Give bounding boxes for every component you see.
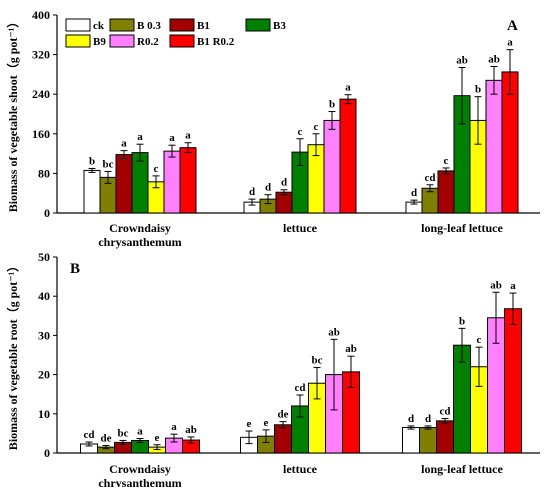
- shoot-biomass-panel: 0 80 160 240 320 400 Biomass of vegetable shoo…: [5, 8, 540, 249]
- bar: [436, 420, 454, 454]
- significance-letter: d: [281, 177, 287, 189]
- significance-letter: b: [459, 315, 465, 327]
- significance-letter: a: [185, 130, 191, 142]
- category-label: Crowndaisy chrysanthemum: [98, 221, 181, 249]
- legend-label: B9: [93, 36, 106, 48]
- significance-letter: d: [411, 187, 417, 199]
- y-axis-label: Biomass of vegetable root（g pot⁻¹）: [5, 260, 20, 450]
- significance-letter: de: [101, 433, 112, 445]
- y-tick-label: 400: [32, 8, 50, 22]
- significance-letter: ab: [185, 424, 197, 436]
- significance-letter: c: [298, 126, 303, 138]
- category-label: lettuce: [283, 462, 318, 476]
- significance-letter: b: [89, 155, 95, 167]
- significance-letter: cd: [425, 172, 436, 184]
- bar: [419, 427, 437, 454]
- category-label: long-leaf lettuce: [421, 462, 503, 476]
- legend-label: R0.2: [137, 36, 159, 48]
- significance-letter: e: [247, 418, 252, 430]
- root-biomass-panel: 0 10 20 30 40 50 Biomass of vegetable root（g p…: [5, 250, 540, 490]
- legend-swatch: [169, 34, 195, 48]
- significance-letter: bc: [103, 158, 114, 170]
- bar: [402, 427, 420, 454]
- significance-letter: ab: [345, 343, 357, 355]
- legend-swatch: [65, 34, 91, 48]
- category-label: long-leaf lettuce: [421, 221, 503, 235]
- significance-letter: d: [425, 413, 431, 425]
- significance-letter: a: [510, 280, 516, 292]
- y-tick-label: 0: [44, 446, 50, 460]
- significance-letter: e: [264, 417, 269, 429]
- category-label: Crowndaisy chrysanthemum: [98, 462, 181, 487]
- significance-letter: a: [345, 82, 351, 94]
- y-tick-label: 80: [38, 166, 50, 180]
- legend-label: B3: [273, 20, 286, 32]
- bar: [83, 169, 101, 214]
- significance-letter: a: [137, 425, 143, 437]
- significance-letter: a: [121, 138, 127, 150]
- significance-letter: d: [249, 186, 255, 198]
- legend: ck B 0.3 B1 B3 B9 R0.2 B1 R0.2: [65, 18, 286, 48]
- significance-letter: cd: [440, 406, 451, 418]
- y-tick-label: 40: [38, 289, 50, 303]
- y-tick-label: 0: [44, 206, 50, 220]
- significance-letter: c: [314, 121, 319, 133]
- legend-label: B1: [197, 20, 210, 32]
- significance-letter: d: [408, 413, 414, 425]
- bar: [275, 191, 293, 214]
- significance-letter: c: [444, 155, 449, 167]
- bar: [437, 170, 455, 214]
- bar: [115, 154, 133, 214]
- legend-swatch: [109, 34, 135, 48]
- legend-swatch: [65, 18, 91, 32]
- significance-letter: bc: [312, 355, 323, 367]
- bar: [323, 119, 341, 214]
- legend-label: ck: [93, 20, 105, 32]
- significance-letter: a: [137, 131, 143, 143]
- significance-letter: c: [477, 334, 482, 346]
- significance-letter: a: [171, 421, 177, 433]
- y-tick-label: 160: [32, 127, 50, 141]
- significance-letter: bc: [118, 427, 129, 439]
- legend-label: B1 R0.2: [197, 36, 235, 48]
- significance-letter: cd: [295, 382, 306, 394]
- bar: [339, 98, 357, 214]
- y-tick-label: 30: [38, 328, 50, 342]
- significance-letter: a: [507, 37, 513, 49]
- y-tick-label: 10: [38, 407, 50, 421]
- y-axis-label: Biomass of vegetable shoot（g pot⁻¹）: [5, 16, 20, 213]
- y-tick-label: 320: [32, 48, 50, 62]
- bar: [131, 152, 149, 214]
- y-tick-label: 240: [32, 87, 50, 101]
- panel-label: B: [70, 261, 80, 277]
- category-label: lettuce: [283, 221, 318, 235]
- y-tick-label: 20: [38, 368, 50, 382]
- significance-letter: ab: [490, 279, 502, 291]
- panel-label: A: [507, 18, 518, 34]
- legend-label: B 0.3: [137, 20, 161, 32]
- legend-swatch: [169, 18, 195, 32]
- significance-letter: ab: [328, 326, 340, 338]
- bar: [485, 79, 503, 214]
- significance-letter: b: [329, 99, 335, 111]
- bar: [504, 308, 522, 454]
- significance-letter: ab: [488, 53, 500, 65]
- y-tick-label: 50: [38, 250, 50, 264]
- significance-letter: b: [475, 84, 481, 96]
- significance-letter: e: [155, 432, 160, 444]
- significance-letter: ab: [456, 54, 468, 66]
- significance-letter: cd: [84, 429, 95, 441]
- significance-letter: d: [265, 182, 271, 194]
- significance-letter: de: [278, 409, 289, 421]
- bar: [163, 150, 181, 214]
- legend-swatch: [109, 18, 135, 32]
- bar: [274, 424, 292, 454]
- bar: [179, 147, 197, 214]
- legend-swatch: [245, 18, 271, 32]
- significance-letter: c: [154, 163, 159, 175]
- significance-letter: a: [169, 132, 175, 144]
